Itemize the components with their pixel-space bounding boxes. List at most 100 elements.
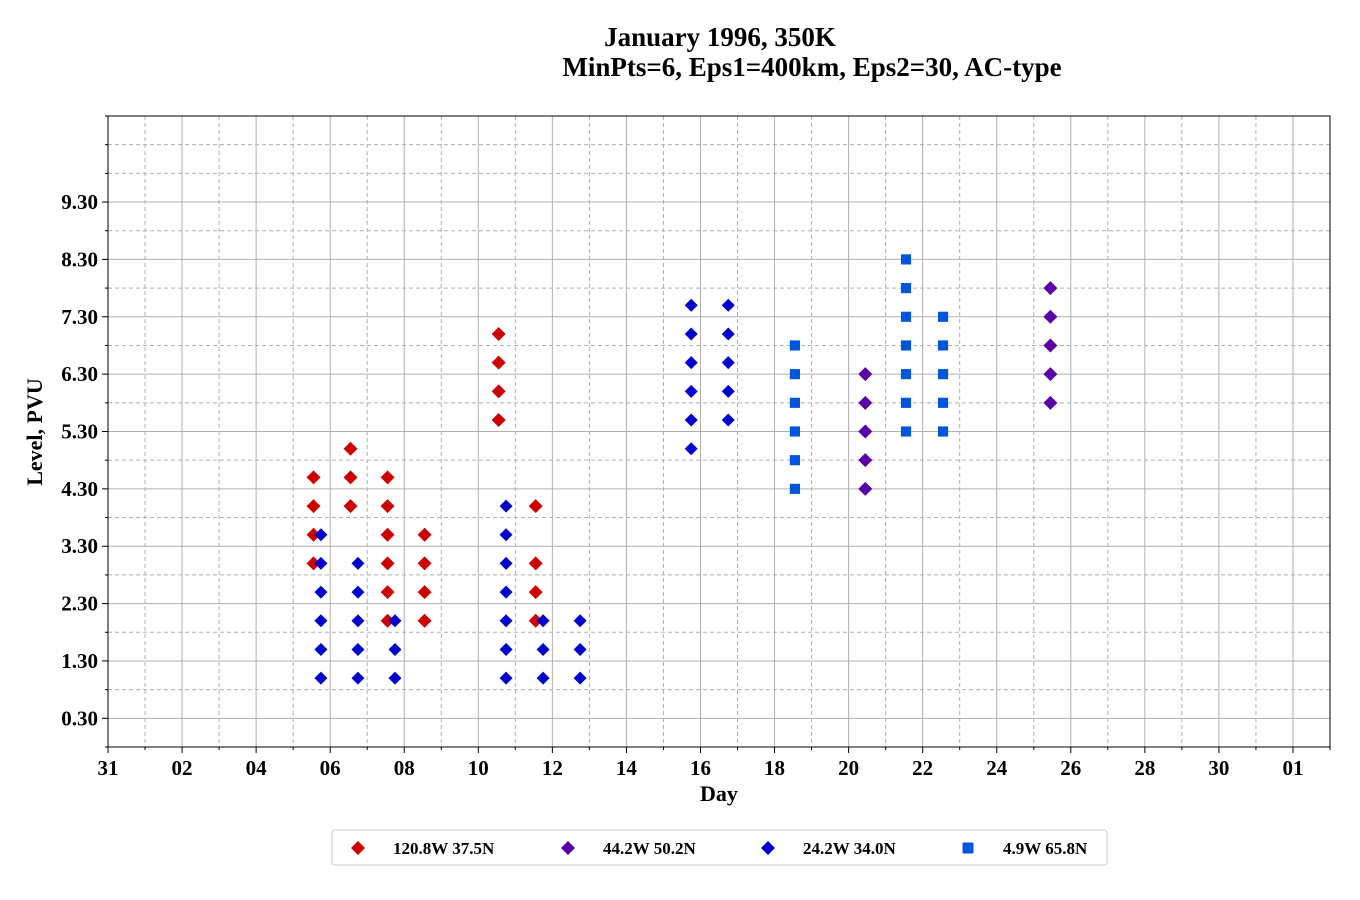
- x-tick-label: 10: [468, 756, 489, 780]
- data-point: [900, 397, 912, 408]
- data-point: [343, 441, 358, 456]
- data-point: [306, 527, 321, 542]
- data-point: [351, 585, 365, 599]
- data-point: [314, 642, 328, 656]
- legend-box: [331, 829, 1108, 866]
- x-tick-label: 24: [986, 756, 1008, 780]
- y-tick-label: 3.30: [61, 534, 98, 558]
- data-point: [684, 384, 698, 398]
- axis-ticks: 31 02 04 06 08 10 12 14 16 18 20 22 24 26 28 30 01 0.30 1.…: [61, 115, 1331, 780]
- x-tick-label: 02: [172, 756, 193, 780]
- chart-title-line: January 1996, 350K: [604, 22, 836, 52]
- data-point: [1043, 281, 1058, 296]
- data-point: [388, 642, 402, 656]
- data-point: [417, 585, 432, 600]
- data-point: [351, 614, 365, 628]
- data-point: [380, 556, 395, 571]
- data-point: [721, 384, 735, 398]
- y-tick-label: 6.30: [61, 362, 98, 386]
- data-point: [573, 642, 587, 656]
- chart-title: January 1996, 350K MinPts=6, Eps1=400km,…: [562, 22, 1061, 82]
- grid: [107, 115, 1331, 748]
- y-tick-label: 5.30: [61, 420, 98, 444]
- data-point: [900, 340, 912, 351]
- data-point: [789, 455, 800, 466]
- data-point: [573, 614, 587, 628]
- legend: 120.8W 37.5N 44.2W 50.2N 24.2W 34.0N 4.9W 6…: [331, 829, 1108, 866]
- legend-marker: [561, 841, 575, 855]
- y-tick-label: 2.30: [61, 592, 98, 616]
- data-point: [858, 424, 873, 439]
- legend-marker: [962, 842, 974, 854]
- x-tick-label: 06: [320, 756, 341, 780]
- data-point: [789, 369, 800, 380]
- legend-entry-label: 44.2W 50.2N: [603, 839, 696, 858]
- x-tick-label: 01: [1282, 756, 1303, 780]
- x-tick-label: 08: [394, 756, 415, 780]
- x-axis-label: Day: [700, 781, 738, 806]
- data-point: [499, 614, 513, 628]
- x-tick-label: 18: [764, 756, 785, 780]
- x-tick-label: 20: [838, 756, 859, 780]
- x-tick-label: 16: [690, 756, 711, 780]
- data-point: [388, 671, 402, 685]
- data-point: [721, 356, 735, 370]
- data-point: [499, 671, 513, 685]
- data-point: [1043, 309, 1058, 324]
- data-point: [306, 556, 321, 571]
- y-tick-label: 9.30: [61, 190, 98, 214]
- y-tick-label: 1.30: [61, 649, 98, 673]
- data-point: [937, 369, 949, 380]
- legend-marker: [351, 841, 365, 855]
- y-tick-label: 8.30: [61, 247, 98, 271]
- data-point: [380, 470, 395, 485]
- data-point: [499, 499, 513, 513]
- data-point: [937, 340, 949, 351]
- data-point: [380, 527, 395, 542]
- data-point: [491, 413, 506, 428]
- legend-marker: [761, 841, 775, 855]
- legend-entry-label: 24.2W 34.0N: [803, 839, 896, 858]
- data-point: [491, 384, 506, 399]
- data-point: [937, 426, 949, 437]
- data-point: [499, 642, 513, 656]
- data-point: [1043, 338, 1058, 353]
- data-point: [314, 528, 328, 542]
- data-point: [789, 483, 800, 494]
- data-point: [380, 585, 395, 600]
- data-point: [858, 395, 873, 410]
- data-point: [351, 556, 365, 570]
- legend-entry-label: 4.9W 65.8N: [1003, 839, 1088, 858]
- data-point: [721, 298, 735, 312]
- data-point: [343, 499, 358, 514]
- data-point: [1043, 367, 1058, 382]
- data-point: [900, 426, 912, 437]
- data-point: [684, 356, 698, 370]
- data-point: [491, 326, 506, 341]
- data-point: [380, 499, 395, 514]
- x-tick-label: 12: [542, 756, 563, 780]
- data-point: [491, 355, 506, 370]
- data-point: [789, 340, 800, 351]
- data-point: [306, 499, 321, 514]
- data-point: [314, 585, 328, 599]
- data-point: [937, 397, 949, 408]
- data-point: [417, 613, 432, 628]
- data-point: [684, 327, 698, 341]
- data-point: [499, 585, 513, 599]
- data-point: [528, 499, 543, 514]
- y-tick-label: 0.30: [61, 706, 98, 730]
- data-point: [1043, 395, 1058, 410]
- y-axis-label: Level, PVU: [22, 378, 47, 486]
- data-point: [417, 556, 432, 571]
- x-tick-label: 26: [1060, 756, 1081, 780]
- data-point: [536, 642, 550, 656]
- data-point: [306, 470, 321, 485]
- data-point: [858, 453, 873, 468]
- x-tick-label: 28: [1134, 756, 1155, 780]
- data-point: [573, 671, 587, 685]
- data-point: [528, 613, 543, 628]
- data-point: [721, 327, 735, 341]
- x-tick-label: 22: [912, 756, 933, 780]
